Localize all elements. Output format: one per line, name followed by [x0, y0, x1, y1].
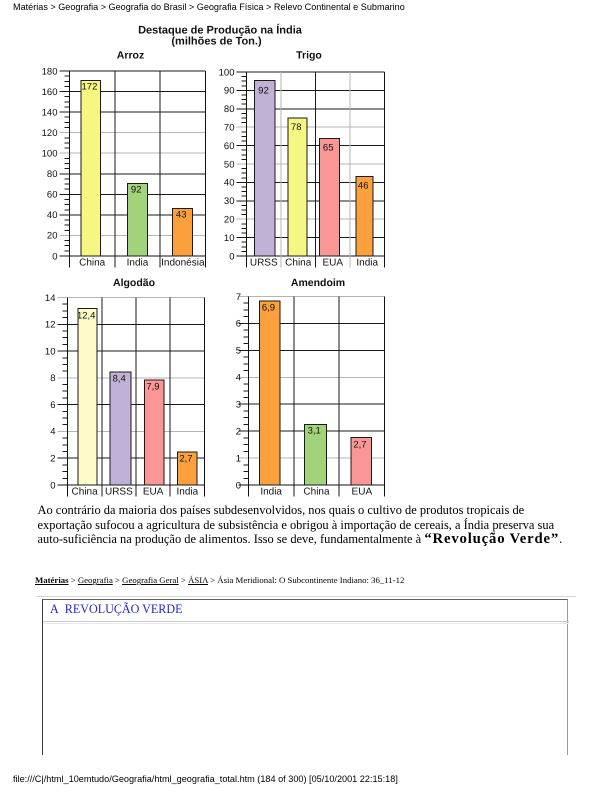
svg-text:14: 14: [45, 293, 56, 304]
svg-text:40: 40: [47, 210, 58, 221]
svg-text:India: India: [260, 487, 282, 498]
svg-text:2: 2: [236, 426, 241, 437]
svg-text:180: 180: [42, 66, 58, 77]
svg-text:43: 43: [176, 210, 187, 221]
svg-text:80: 80: [224, 104, 235, 115]
svg-text:2: 2: [50, 454, 55, 465]
svg-text:6: 6: [50, 400, 55, 411]
svg-text:0: 0: [50, 480, 55, 491]
svg-text:EUA: EUA: [143, 487, 164, 498]
svg-text:Algodão: Algodão: [113, 277, 155, 289]
svg-text:12: 12: [45, 320, 56, 331]
svg-text:Arroz: Arroz: [117, 50, 144, 62]
svg-text:2,7: 2,7: [179, 454, 192, 465]
svg-text:10: 10: [45, 346, 56, 357]
svg-text:EUA: EUA: [322, 258, 343, 269]
svg-text:92: 92: [258, 86, 269, 97]
svg-text:7: 7: [236, 292, 241, 303]
svg-text:4: 4: [236, 373, 241, 384]
svg-text:160: 160: [42, 87, 58, 98]
svg-text:78: 78: [291, 122, 302, 133]
svg-text:India: India: [127, 258, 149, 269]
svg-text:65: 65: [323, 143, 334, 154]
svg-text:1: 1: [236, 453, 241, 464]
svg-text:8: 8: [50, 373, 55, 384]
svg-text:EUA: EUA: [352, 487, 373, 498]
svg-text:(milhões de Ton.): (milhões de Ton.): [171, 36, 262, 48]
svg-text:Indonésia: Indonésia: [161, 258, 205, 269]
svg-text:70: 70: [224, 123, 235, 134]
svg-text:6: 6: [236, 319, 241, 330]
svg-text:80: 80: [47, 169, 58, 180]
svg-text:3,1: 3,1: [308, 426, 321, 437]
svg-text:4: 4: [50, 427, 55, 438]
svg-text:China: China: [303, 487, 330, 498]
svg-text:2,7: 2,7: [353, 440, 366, 451]
svg-text:92: 92: [131, 185, 142, 196]
svg-text:0: 0: [236, 480, 241, 491]
svg-text:50: 50: [224, 159, 235, 170]
svg-text:7,9: 7,9: [146, 382, 159, 393]
svg-text:China: China: [72, 487, 99, 498]
svg-text:China: China: [285, 258, 312, 269]
svg-text:6,9: 6,9: [262, 303, 275, 314]
svg-text:5: 5: [236, 346, 241, 357]
svg-text:India: India: [177, 487, 199, 498]
svg-text:46: 46: [358, 181, 369, 192]
svg-text:100: 100: [42, 149, 58, 160]
svg-text:8,4: 8,4: [113, 374, 126, 385]
svg-text:60: 60: [224, 141, 235, 152]
svg-text:10: 10: [224, 233, 235, 244]
svg-text:Destaque de Produção na Índia: Destaque de Produção na Índia: [138, 24, 303, 37]
svg-text:172: 172: [82, 82, 98, 93]
svg-text:20: 20: [47, 231, 58, 242]
svg-text:60: 60: [47, 190, 58, 201]
svg-text:China: China: [79, 258, 106, 269]
svg-text:Amendoim: Amendoim: [291, 277, 345, 289]
svg-text:URSS: URSS: [105, 487, 133, 498]
svg-text:0: 0: [229, 251, 234, 262]
svg-text:0: 0: [52, 251, 57, 262]
svg-text:140: 140: [42, 107, 58, 118]
svg-text:Trigo: Trigo: [296, 50, 322, 62]
svg-text:3: 3: [236, 400, 241, 411]
svg-text:India: India: [356, 258, 378, 269]
svg-text:20: 20: [224, 215, 235, 226]
svg-text:90: 90: [224, 86, 235, 97]
svg-text:30: 30: [224, 196, 235, 207]
svg-text:12,4: 12,4: [77, 311, 96, 322]
svg-text:120: 120: [42, 128, 58, 139]
svg-text:100: 100: [219, 67, 235, 78]
svg-text:URSS: URSS: [250, 258, 278, 269]
svg-text:40: 40: [224, 178, 235, 189]
